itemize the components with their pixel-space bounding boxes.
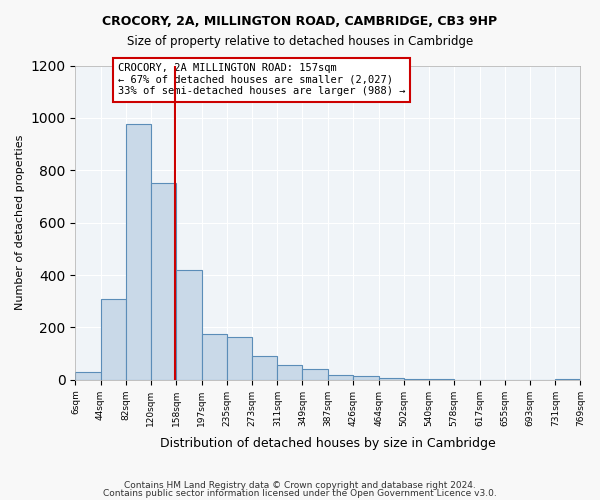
Text: CROCORY, 2A MILLINGTON ROAD: 157sqm
← 67% of detached houses are smaller (2,027): CROCORY, 2A MILLINGTON ROAD: 157sqm ← 67… (118, 63, 405, 96)
Bar (328, 374, 353, 380)
Text: Contains public sector information licensed under the Open Government Licence v3: Contains public sector information licen… (103, 488, 497, 498)
Bar (379, 378, 404, 380)
Text: Contains HM Land Registry data © Crown copyright and database right 2024.: Contains HM Land Registry data © Crown c… (124, 481, 476, 490)
Bar (101, 298, 126, 380)
Bar (151, 184, 176, 380)
X-axis label: Distribution of detached houses by size in Cambridge: Distribution of detached houses by size … (160, 437, 496, 450)
Text: Size of property relative to detached houses in Cambridge: Size of property relative to detached ho… (127, 35, 473, 48)
Bar (277, 366, 302, 380)
Bar (227, 336, 252, 380)
Bar (353, 376, 379, 380)
Text: CROCORY, 2A, MILLINGTON ROAD, CAMBRIDGE, CB3 9HP: CROCORY, 2A, MILLINGTON ROAD, CAMBRIDGE,… (103, 15, 497, 28)
Bar (176, 270, 202, 380)
Bar (126, 124, 151, 380)
Y-axis label: Number of detached properties: Number of detached properties (15, 135, 25, 310)
Bar (429, 379, 454, 380)
Bar (404, 378, 429, 380)
Bar (202, 334, 227, 380)
Bar (302, 370, 328, 380)
Bar (76, 372, 101, 380)
Bar (252, 356, 277, 380)
